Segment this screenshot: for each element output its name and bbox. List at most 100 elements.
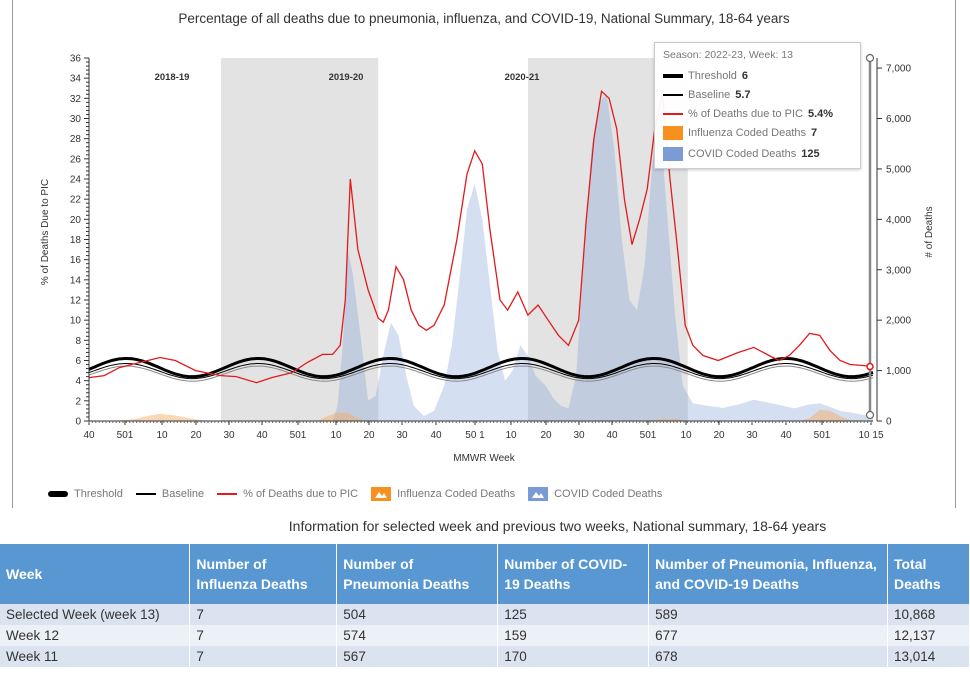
cell-pneumonia: 504 <box>336 604 499 625</box>
pic-legend-icon <box>217 493 238 495</box>
y-tick-label: 10 <box>70 316 82 327</box>
threshold-legend-icon <box>48 491 68 497</box>
x-tick-label: 501 <box>814 430 831 441</box>
legend-item-covid[interactable]: COVID Coded Deaths <box>528 487 662 501</box>
cell-total: 10,868 <box>887 604 970 625</box>
y2-tick-label: 7,000 <box>886 64 911 75</box>
cell-pic: 589 <box>648 604 888 625</box>
tooltip: Season: 2022-23, Week: 13 Threshold 6 Bas… <box>654 42 861 169</box>
x-tick-label: 30 <box>396 430 408 441</box>
baseline-swatch-icon <box>663 94 683 96</box>
tooltip-row-threshold: Threshold 6 <box>663 68 748 84</box>
covid-coded-deaths-area <box>89 93 873 422</box>
y-tick-label: 6 <box>75 356 81 367</box>
x-tick-label: 40 <box>606 430 618 441</box>
y-tick-label: 12 <box>70 296 82 307</box>
cell-pneumonia: 567 <box>336 646 499 667</box>
y-tick-label: 28 <box>70 134 82 145</box>
cell-influenza: 7 <box>189 646 338 667</box>
summary-table-panel: Information for selected week and previo… <box>0 510 970 676</box>
y-tick-label: 24 <box>70 175 82 186</box>
y2-tick-label: 2,000 <box>886 316 911 327</box>
legend-item-influenza[interactable]: Influenza Coded Deaths <box>371 487 515 501</box>
cell-week: Selected Week (week 13) <box>0 604 191 625</box>
x-tick-label: 10 <box>680 430 692 441</box>
x-tick-label: 20 <box>713 430 725 441</box>
table-title: Information for selected week and previo… <box>288 518 827 534</box>
cell-pic: 677 <box>648 625 888 646</box>
legend-item-baseline[interactable]: Baseline <box>135 488 204 500</box>
x-tick-label: 30 <box>573 430 585 441</box>
x-tick-label: 501 <box>640 430 657 441</box>
y2-axis-label: # of Deaths <box>924 206 935 257</box>
season-label: 2019-20 <box>329 72 364 83</box>
cell-covid: 125 <box>497 604 650 625</box>
cell-influenza: 7 <box>189 604 338 625</box>
y-tick-label: 18 <box>70 235 82 246</box>
baseline-line <box>88 363 874 380</box>
y2-tick-label: 5,000 <box>886 164 911 175</box>
header-week: Week <box>0 544 191 604</box>
threshold-swatch-icon <box>663 74 683 78</box>
cell-covid: 170 <box>497 646 650 667</box>
tooltip-row-covid: COVID Coded Deaths 125 <box>663 146 820 162</box>
legend-item-threshold[interactable]: Threshold <box>48 488 123 500</box>
table-row: Selected Week (week 13) 7 504 125 589 10… <box>0 604 970 625</box>
threshold-line <box>88 357 874 379</box>
header-pic-deaths: Number of Pneumonia, Influenza, and COVI… <box>648 544 888 604</box>
cell-covid: 159 <box>497 625 650 646</box>
frame-border-right <box>955 0 956 508</box>
y-axis-label: % of Deaths Due to PIC <box>40 179 51 285</box>
cell-total: 13,014 <box>887 646 970 667</box>
y-tick-label: 16 <box>70 255 82 266</box>
y-tick-label: 4 <box>75 376 81 387</box>
y2-tick-label: 0 <box>886 417 892 428</box>
tooltip-header: Season: 2022-23, Week: 13 <box>663 49 793 61</box>
y-tick-label: 34 <box>70 74 82 85</box>
table-row: Week 11 7 567 170 678 13,014 <box>0 646 970 667</box>
x-tick-label: 20 <box>540 430 552 441</box>
cell-week: Week 11 <box>0 646 191 667</box>
y2-tick-label: 4,000 <box>886 215 911 226</box>
x-tick-label: 501 <box>117 430 134 441</box>
chart-title: Percentage of all deaths due to pneumoni… <box>178 11 790 26</box>
cell-pic: 678 <box>648 646 888 667</box>
cell-total: 12,137 <box>887 625 970 646</box>
cell-week: Week 12 <box>0 625 191 646</box>
tooltip-row-baseline: Baseline 5.7 <box>663 87 751 103</box>
y-tick-label: 8 <box>75 336 81 347</box>
summary-table: Week Number of Influenza Deaths Number o… <box>0 544 970 667</box>
x-tick-label: 10 15 <box>858 430 883 441</box>
cell-pneumonia: 574 <box>336 625 499 646</box>
x-tick-label: 10 <box>505 430 517 441</box>
x-tick-label: 50 1 <box>465 430 485 441</box>
season-label: 2018-19 <box>155 72 190 83</box>
covid-area-legend-icon <box>528 487 549 501</box>
x-tick-label: 20 <box>190 430 202 441</box>
season-label: 2020-21 <box>505 72 541 83</box>
y2-tick-label: 6,000 <box>886 114 911 125</box>
legend-item-pic[interactable]: % of Deaths due to PIC <box>217 488 358 500</box>
selected-week-point <box>866 362 874 371</box>
header-pneumonia-deaths: Number of Pneumonia Deaths <box>336 544 499 604</box>
y-tick-label: 14 <box>70 275 82 286</box>
chart-legend: Threshold Baseline % of Deaths due to PI… <box>48 486 675 502</box>
y-tick-label: 32 <box>70 94 82 105</box>
x-tick-label: 40 <box>430 430 442 441</box>
y-tick-label: 0 <box>75 417 81 428</box>
y-tick-label: 2 <box>75 396 81 407</box>
header-total-deaths: Total Deaths <box>887 544 970 604</box>
y-tick-label: 30 <box>70 114 82 125</box>
x-tick-label: 20 <box>363 430 375 441</box>
x-tick-label: 40 <box>83 430 95 441</box>
y-tick-label: 36 <box>70 54 82 65</box>
x-tick-label: 10 <box>156 430 168 441</box>
influenza-swatch-icon <box>663 126 683 140</box>
y2-tick-label: 1,000 <box>886 366 911 377</box>
frame-border-left <box>12 0 13 508</box>
covid-swatch-icon <box>663 147 683 161</box>
x-tick-label: 10 <box>330 430 342 441</box>
header-influenza-deaths: Number of Influenza Deaths <box>189 544 338 604</box>
x-tick-label: 40 <box>256 430 268 441</box>
pic-mortality-chart: Percentage of all deaths due to pneumoni… <box>40 11 935 464</box>
